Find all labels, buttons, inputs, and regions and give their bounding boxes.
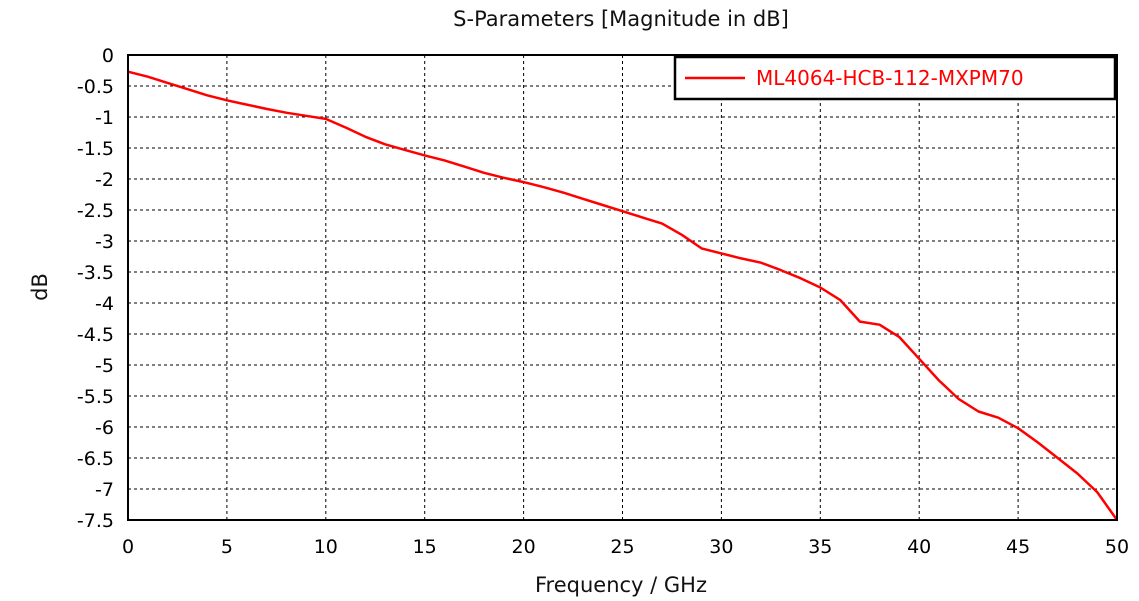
plot-frame: [127, 54, 1118, 521]
y-tick-label: -2: [95, 169, 114, 191]
legend-box: [673, 55, 1117, 101]
x-tick-label: 30: [709, 536, 733, 558]
x-tick-label: 20: [512, 536, 536, 558]
legend: ML4064-HCB-112-MXPM70: [673, 55, 1117, 101]
x-tick-label: 0: [122, 536, 134, 558]
y-tick-label: -2.5: [77, 200, 114, 222]
x-axis-label: Frequency / GHz: [535, 573, 707, 597]
y-tick-label: -3.5: [77, 262, 114, 284]
y-tick-label: -6.5: [77, 448, 114, 470]
legend-entry: ML4064-HCB-112-MXPM70: [756, 66, 1024, 90]
x-tick-label: 35: [808, 536, 832, 558]
y-tick-label: 0: [102, 45, 114, 67]
y-tick-label: -1.5: [77, 138, 114, 160]
x-tick-label: 15: [413, 536, 437, 558]
plot-lines: [127, 70, 1119, 521]
y-tick-label: -4.5: [77, 324, 114, 346]
y-tick-label: -7: [95, 479, 114, 501]
series-line: [127, 70, 1119, 521]
x-tick-label: 10: [314, 536, 338, 558]
y-tick-label: -1: [95, 107, 114, 129]
x-tick-label: 50: [1105, 536, 1129, 558]
grid: [128, 55, 1117, 520]
x-tick-label: 25: [610, 536, 634, 558]
y-tick-label: -5.5: [77, 386, 114, 408]
y-tick-label: -0.5: [77, 76, 114, 98]
y-tick-label: -5: [95, 355, 114, 377]
y-tick-label: -7.5: [77, 510, 114, 532]
y-tick-label: -3: [95, 231, 114, 253]
x-tick-label: 45: [1006, 536, 1030, 558]
y-axis-label: dB: [28, 273, 52, 301]
y-axis-ticks: 0 -0.5 -1 -1.5 -2 -2.5 -3 -3.5 -4 -4.5 -5 -5.5 -6 -6.…: [77, 45, 114, 532]
x-tick-label: 40: [907, 536, 931, 558]
x-axis-ticks: 0 5 10 15 20 25 30 35 40 45 50: [122, 536, 1129, 558]
x-tick-label: 5: [221, 536, 233, 558]
y-tick-label: -4: [95, 293, 114, 315]
chart-title: S-Parameters [Magnitude in dB]: [453, 7, 789, 31]
y-tick-label: -6: [95, 417, 114, 439]
